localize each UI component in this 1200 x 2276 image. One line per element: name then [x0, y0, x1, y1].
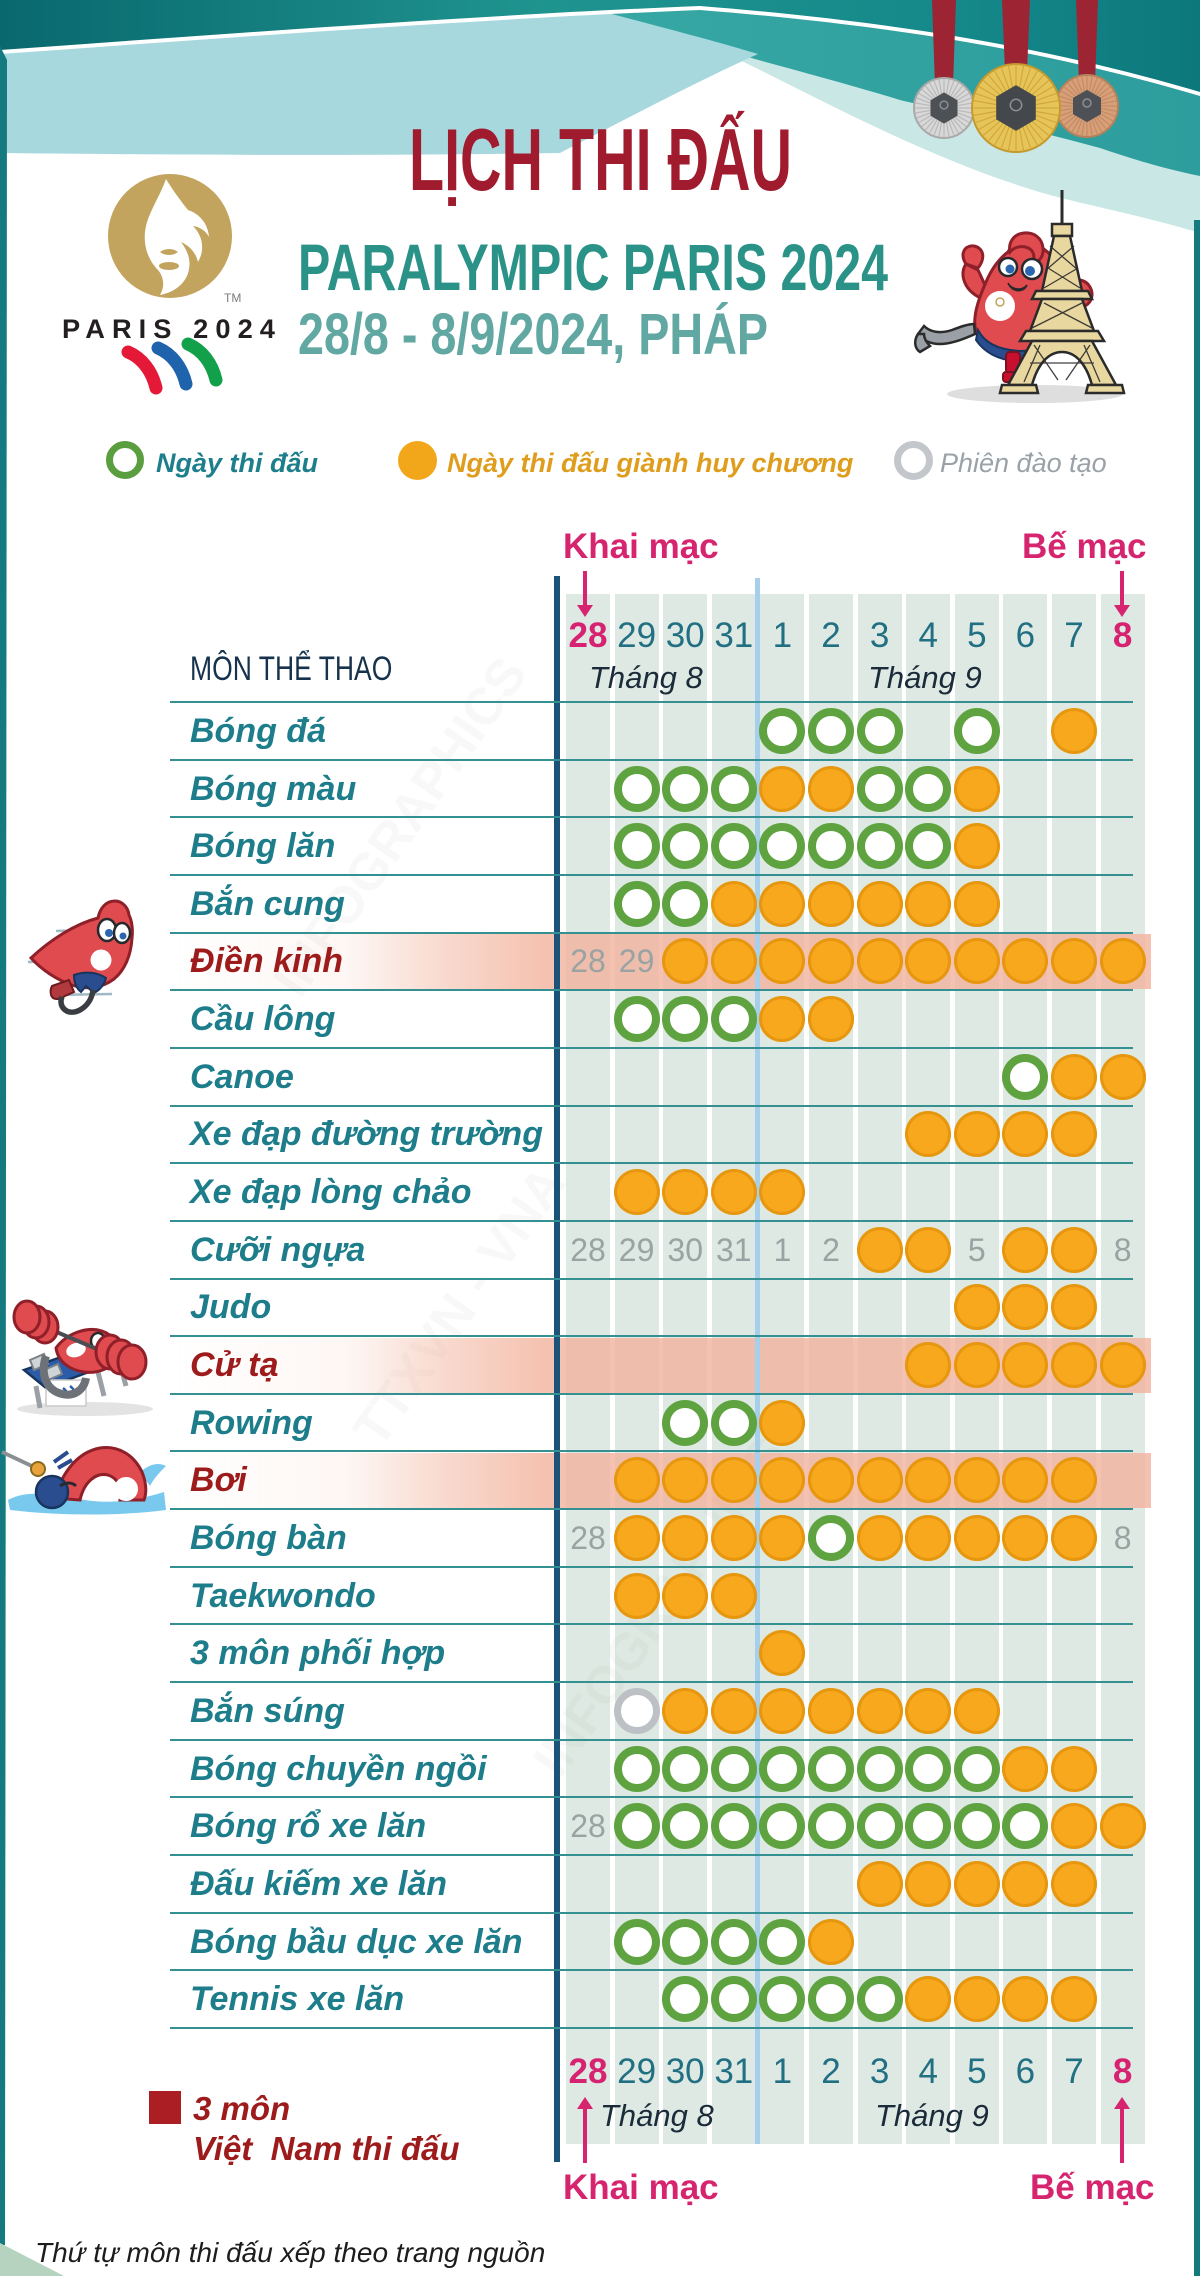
- svg-text:28/8 - 8/9/2024, PHÁP: 28/8 - 8/9/2024, PHÁP: [298, 302, 768, 367]
- svg-text:TM: TM: [224, 291, 241, 305]
- svg-text:PARALYMPIC PARIS 2024: PARALYMPIC PARIS 2024: [298, 230, 888, 304]
- svg-text:LỊCH THI ĐẤU: LỊCH THI ĐẤU: [409, 110, 792, 209]
- svg-text:PARIS 2024: PARIS 2024: [62, 314, 282, 344]
